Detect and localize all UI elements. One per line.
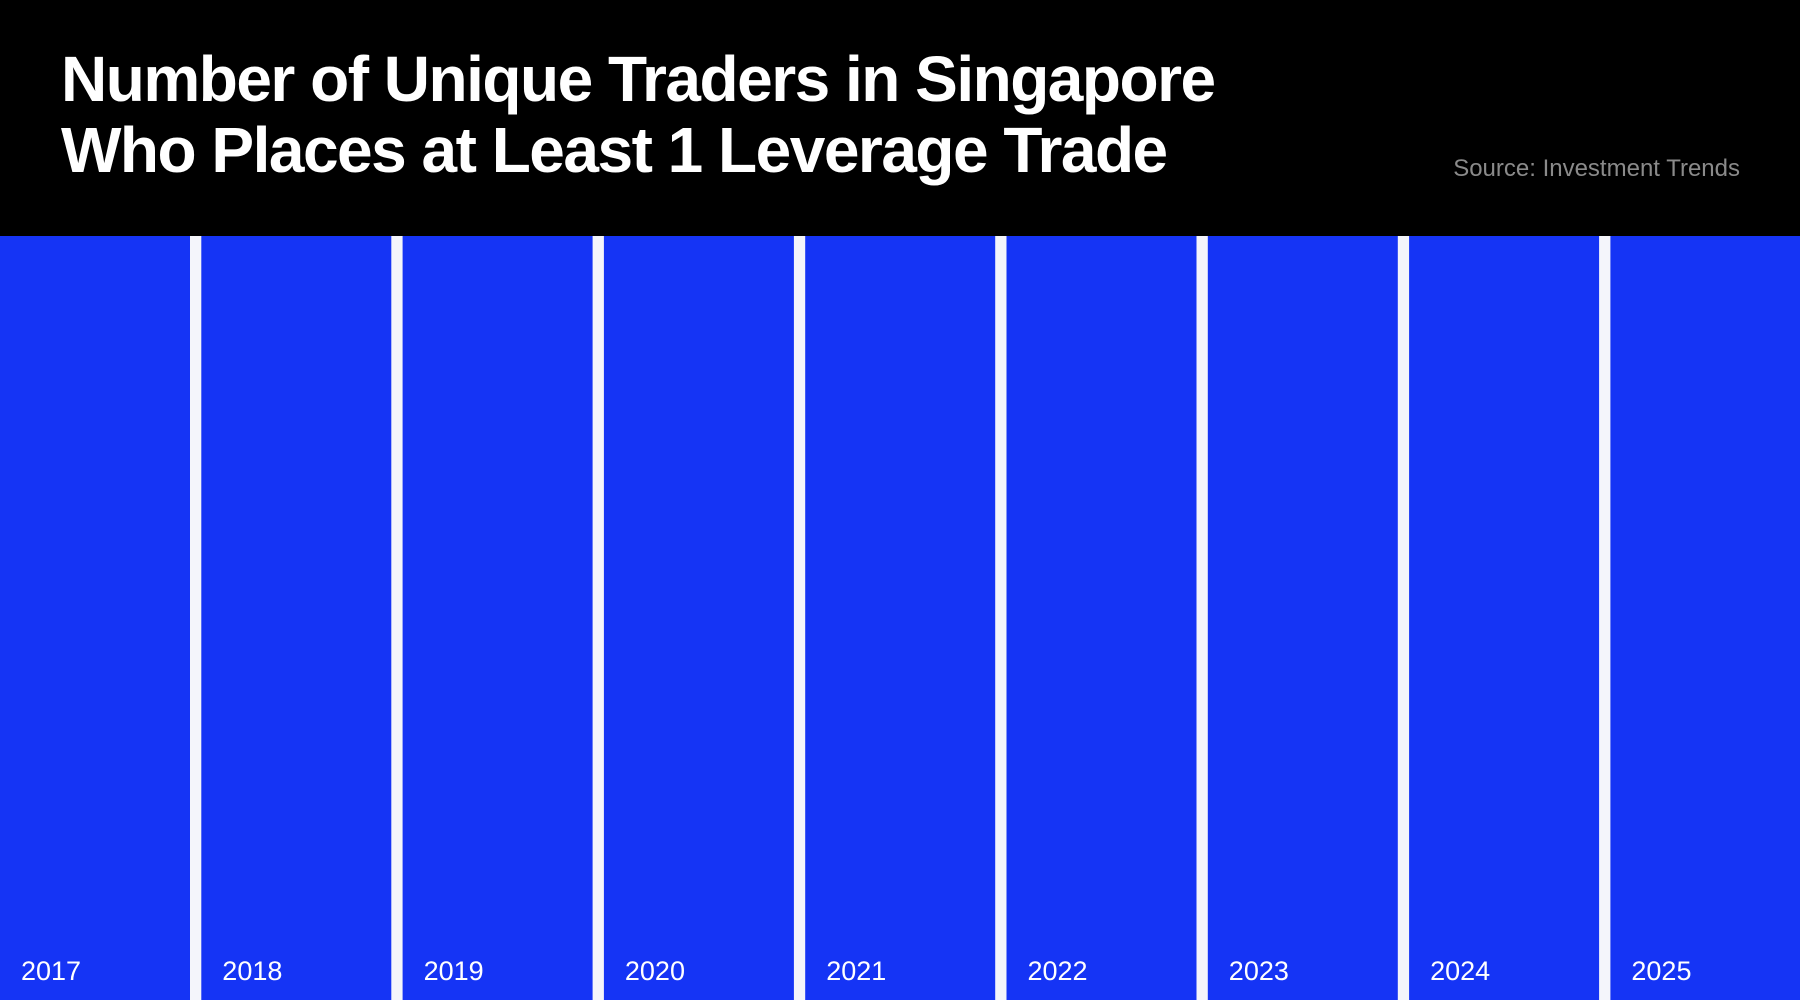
chart-title-line-2: Who Places at Least 1 Leverage Trade [61, 114, 1168, 186]
category-label-2018: 2018 [222, 956, 282, 986]
source-note: Source: Investment Trends [1453, 155, 1740, 182]
category-label-2021: 2021 [826, 956, 886, 986]
category-label-2017: 2017 [21, 956, 81, 986]
category-label-2023: 2023 [1229, 956, 1289, 986]
category-label-2025: 2025 [1631, 956, 1691, 986]
category-label-2020: 2020 [625, 956, 685, 986]
chart-title-line-1: Number of Unique Traders in Singapore [61, 43, 1216, 115]
category-label-2019: 2019 [424, 956, 484, 986]
chart-header: Number of Unique Traders in Singapore Wh… [0, 0, 1800, 236]
category-label-2024: 2024 [1430, 956, 1490, 986]
category-label-2022: 2022 [1028, 956, 1088, 986]
chart-title: Number of Unique Traders in Singapore Wh… [61, 44, 1361, 186]
